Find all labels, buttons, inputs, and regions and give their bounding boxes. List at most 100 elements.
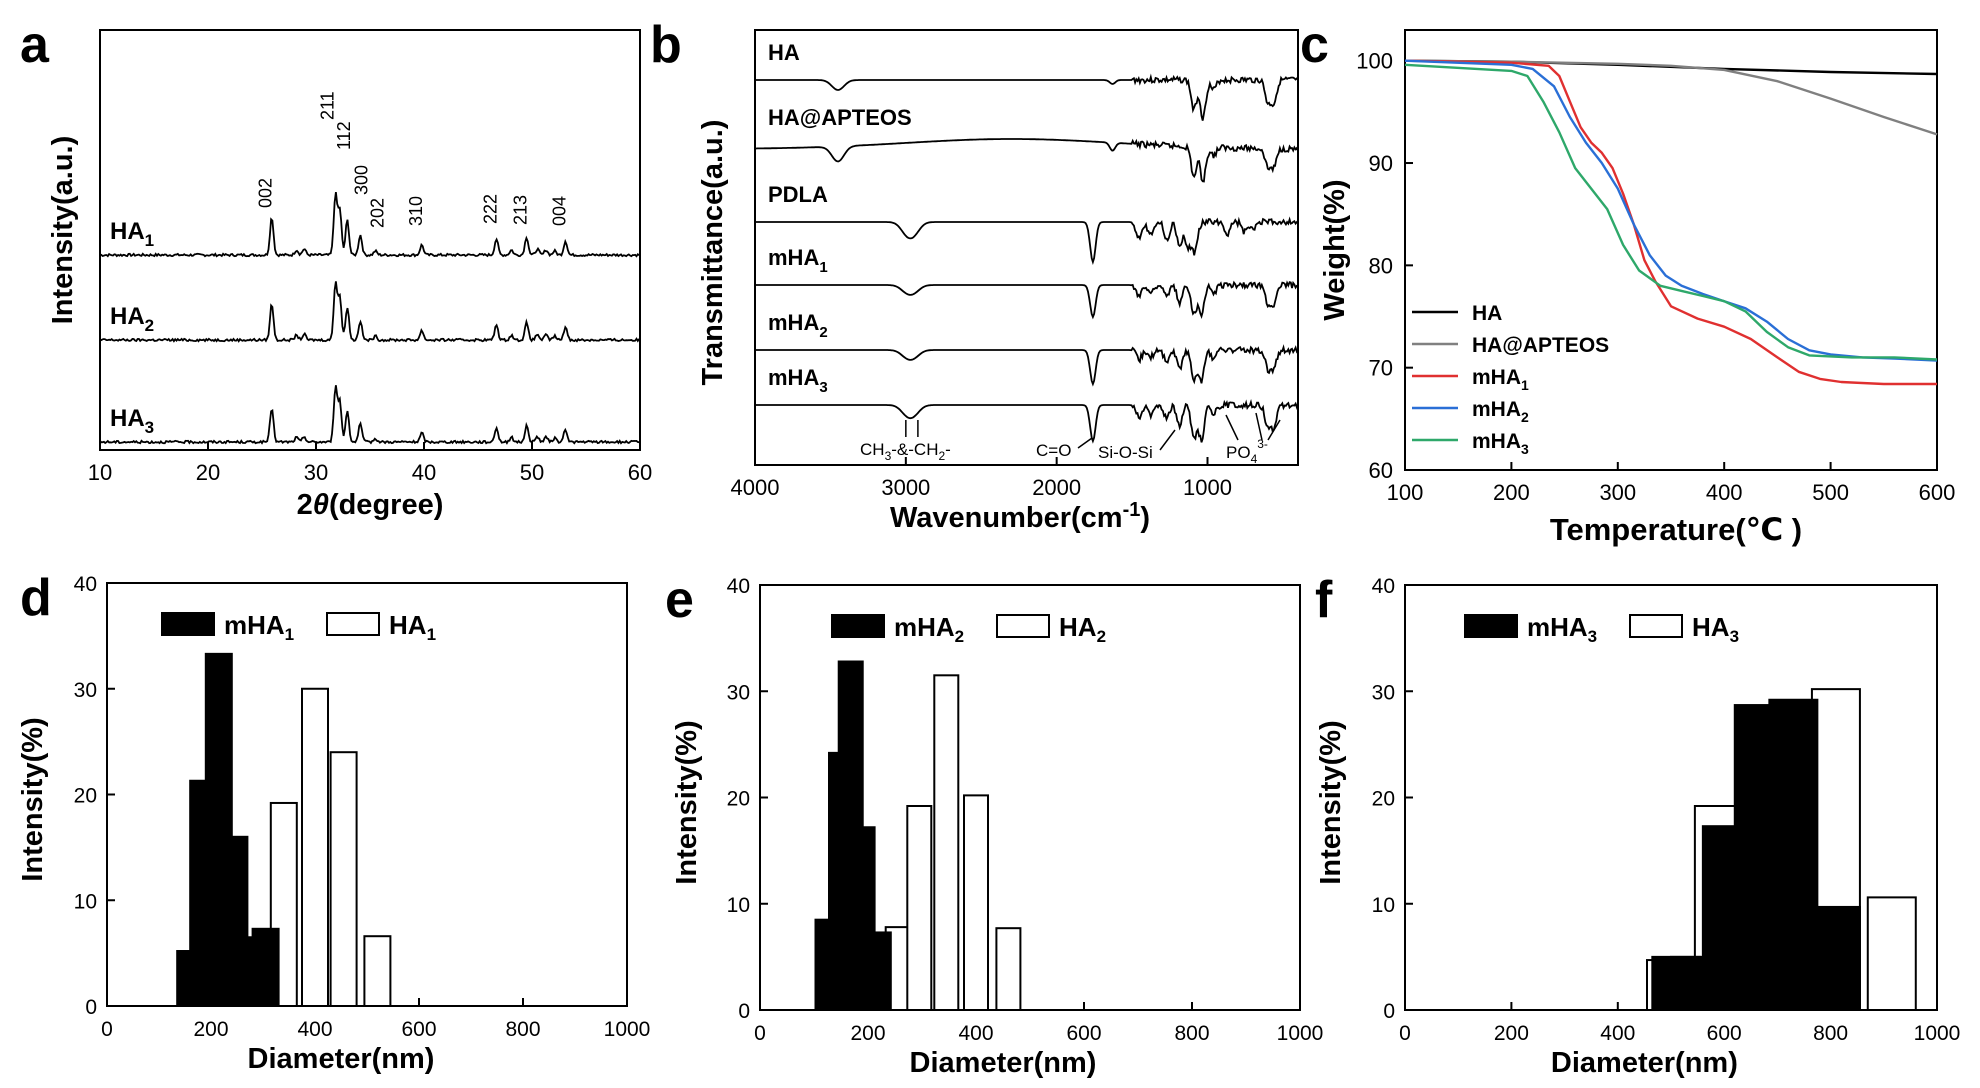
panel-f-xtick-label: 0 xyxy=(1399,1022,1411,1045)
panel-b-series-label: HA xyxy=(768,40,800,65)
panel-b-xtick-label: 3000 xyxy=(881,475,930,500)
panel-e-xtick-label: 0 xyxy=(754,1022,766,1045)
panel-e-ytick-label: 20 xyxy=(727,788,750,811)
panel-c-ytick-label: 60 xyxy=(1369,458,1393,483)
panel-b-series-line xyxy=(755,280,1299,320)
panel-f: 0 200 400 600 800 1000 0 10 20 30 40 f Diameter(nm) I… xyxy=(1315,571,1960,1079)
panel-f-ytick-label: 0 xyxy=(1383,1000,1395,1023)
panel-f-xtick-label: 600 xyxy=(1707,1022,1742,1045)
panel-d-xtick-label: 1000 xyxy=(604,1018,651,1041)
panel-b: 4000 3000 2000 1000 b Wavenumber(cm-1) Transmi… xyxy=(650,16,1299,534)
panel-f-letter: f xyxy=(1315,571,1333,629)
panel-d-bar xyxy=(251,927,280,1007)
panel-e-xtick-label: 800 xyxy=(1174,1022,1209,1045)
panel-c-legend-label: HA@APTEOS xyxy=(1472,334,1609,357)
panel-b-series-line xyxy=(755,216,1299,265)
panel-e-xtick-label: 1000 xyxy=(1277,1022,1324,1045)
panel-e-bar xyxy=(933,674,960,1011)
panel-d-xtick-label: 600 xyxy=(401,1018,436,1041)
panel-f-xtick-label: 800 xyxy=(1813,1022,1848,1045)
panel-f-xlabel: Diameter(nm) xyxy=(1551,1047,1738,1079)
panel-b-arrow xyxy=(1267,419,1281,441)
panel-d-ytick-label: 20 xyxy=(74,785,97,808)
panel-b-ylabel: Transmittance(a.u.) xyxy=(697,120,729,386)
panel-d-letter: d xyxy=(20,569,52,627)
panel-d-xtick-label: 0 xyxy=(101,1018,113,1041)
panel-a-series-label: HA1 xyxy=(110,218,154,250)
panel-f-ylabel: Intensity(%) xyxy=(1315,720,1347,884)
panel-e-bar xyxy=(906,805,933,1011)
panel-b-series-label: PDLA xyxy=(768,182,828,207)
panel-d-legend-swatch xyxy=(326,612,380,636)
panel-b-series-line xyxy=(755,73,1299,121)
panel-a-xtick-label: 10 xyxy=(88,460,112,485)
panel-f-legend-swatch xyxy=(1629,614,1683,638)
panel-a-peak-label: 002 xyxy=(256,178,276,208)
panel-d-xtick-label: 200 xyxy=(193,1018,228,1041)
panel-f-bar xyxy=(1866,896,1917,1011)
panel-b-series-line xyxy=(755,344,1299,387)
panel-f-xtick-label: 1000 xyxy=(1914,1022,1961,1045)
panel-a-xlabel: 2θ(degree) xyxy=(297,489,444,521)
panel-e-bar xyxy=(995,927,1022,1011)
panel-c-xtick-label: 100 xyxy=(1387,480,1424,505)
panel-d-ytick-label: 30 xyxy=(74,679,97,702)
panel-d-ylabel: Intensity(%) xyxy=(17,717,49,881)
panel-a-peak-label: 112 xyxy=(334,121,354,150)
panel-e-ytick-label: 40 xyxy=(727,575,750,598)
panel-a-xtick-label: 20 xyxy=(196,460,220,485)
panel-d-bar xyxy=(301,687,329,1007)
panel-f-ytick-label: 40 xyxy=(1372,575,1395,598)
panel-a-series-label: HA2 xyxy=(110,303,154,335)
panel-c-ytick-label: 70 xyxy=(1369,356,1393,381)
panel-c-legend-label: mHA3 xyxy=(1472,430,1529,457)
panel-d-bar xyxy=(363,935,392,1008)
panel-c-letter: c xyxy=(1300,16,1329,74)
panel-d-ytick-label: 10 xyxy=(74,890,97,913)
panel-b-annotation-co: C=O xyxy=(1036,441,1071,460)
panel-c-xtick-label: 500 xyxy=(1812,480,1849,505)
panel-c-xtick-label: 400 xyxy=(1706,480,1743,505)
panel-c-legend-label: mHA2 xyxy=(1472,398,1529,425)
panel-b-arrow xyxy=(1255,412,1263,441)
panel-b-series-line xyxy=(755,399,1299,444)
panel-a-peak-label: 211 xyxy=(317,91,337,120)
panel-b-series-label: mHA3 xyxy=(768,365,828,396)
panel-a-series-line xyxy=(99,281,640,343)
panel-a-series-line xyxy=(99,385,640,445)
panel-a-series-line xyxy=(99,191,640,258)
panel-c-series-line xyxy=(1404,59,1937,386)
panel-c-xlabel: Temperature(℃ ) xyxy=(1550,512,1802,547)
panel-e-ytick-label: 10 xyxy=(727,894,750,917)
panel-d-legend-label: HA1 xyxy=(389,610,436,644)
panel-d-ytick-label: 40 xyxy=(74,573,97,596)
panel-a-peak-label: 222 xyxy=(480,194,500,224)
panel-f-xtick-label: 400 xyxy=(1600,1022,1635,1045)
panel-b-series-label: HA@APTEOS xyxy=(768,105,912,130)
panel-f-legend-label: HA3 xyxy=(1692,612,1739,646)
panel-e-legend-swatch xyxy=(996,614,1050,638)
panel-d-xtick-label: 800 xyxy=(505,1018,540,1041)
panel-c-xtick-label: 600 xyxy=(1919,480,1956,505)
panel-f-ytick-label: 20 xyxy=(1372,788,1395,811)
panel-b-series-line xyxy=(755,138,1299,183)
panel-b-letter: b xyxy=(650,16,682,74)
panel-b-xtick-label: 4000 xyxy=(731,475,780,500)
panel-e-bar xyxy=(865,931,892,1011)
panel-b-series-label: mHA1 xyxy=(768,245,828,276)
panel-f-ytick-label: 30 xyxy=(1372,681,1395,704)
panel-f-bar xyxy=(1768,698,1819,1011)
panel-a: 10 20 30 40 50 60 a 2θ(degree) Intensity(a.u.) HA… xyxy=(20,16,652,521)
panel-e-xtick-label: 200 xyxy=(850,1022,885,1045)
panel-b-annotation-po4: PO43- xyxy=(1226,437,1268,466)
panel-a-letter: a xyxy=(20,16,50,74)
panel-f-bar xyxy=(1810,905,1861,1011)
panel-a-ylabel: Intensity(a.u.) xyxy=(47,136,79,325)
panel-a-peak-label: 300 xyxy=(351,165,371,195)
panel-d-legend-swatch xyxy=(161,612,215,636)
panel-a-series-label: HA3 xyxy=(110,405,154,437)
panel-e-bar xyxy=(963,794,989,1011)
panel-a-peak-label: 202 xyxy=(367,198,387,228)
panel-a-frame xyxy=(99,29,641,451)
